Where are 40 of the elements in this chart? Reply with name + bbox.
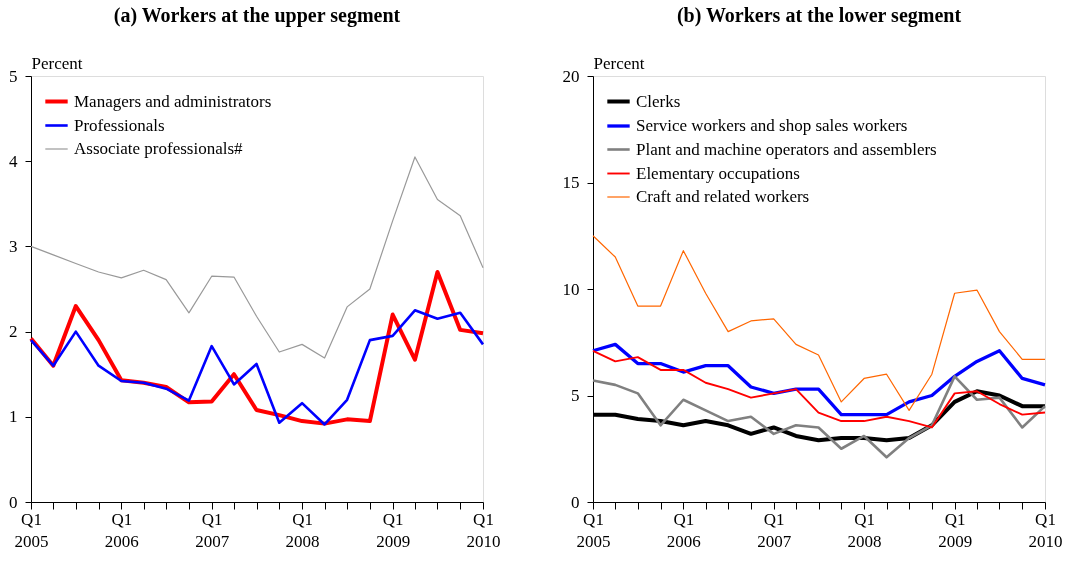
x-tick-label: Q1 2008	[285, 509, 320, 551]
y-tick-label: 20	[562, 66, 580, 86]
y-tick-label: 3	[9, 236, 18, 256]
chart-title: (b) Workers at the lower segment	[676, 4, 962, 27]
line-series	[592, 349, 1046, 429]
y-tick-label: 5	[9, 66, 18, 86]
x-tick-label: Q1 2010	[1028, 509, 1063, 551]
x-tick-label: Q1 2010	[466, 509, 501, 551]
legend-label: Professionals	[74, 115, 165, 135]
x-tick-label: Q1 2007	[757, 509, 792, 551]
legend-label: Associate professionals#	[74, 139, 244, 158]
x-tick-label: Q1 2009	[376, 509, 411, 551]
y-tick-label: 5	[571, 386, 580, 405]
y-tick-label: 15	[562, 173, 580, 192]
line-series	[30, 156, 484, 359]
legend-label: Craft and related workers	[636, 187, 810, 206]
y-tick-label: 0	[571, 492, 580, 512]
line-series	[591, 375, 1047, 459]
x-tick-label: Q1 2008	[847, 509, 882, 551]
legend-label: Clerks	[636, 91, 681, 111]
x-tick-label: Q1 2005	[14, 509, 49, 551]
y-axis-title: Percent	[31, 53, 83, 73]
y-axis-title: Percent	[593, 53, 645, 73]
legend-label: Elementary occupations	[636, 163, 800, 183]
legend-label: Plant and machine operators and assemblers	[636, 139, 937, 159]
x-tick-label: Q1 2006	[666, 509, 701, 551]
x-tick-label: Q1 2006	[104, 509, 139, 551]
line-series	[592, 235, 1046, 412]
legend-label: Service workers and shop sales workers	[636, 116, 908, 135]
y-tick-label: 1	[9, 407, 18, 427]
x-tick-label: Q1 2005	[576, 509, 611, 551]
legend-label: Managers and administrators	[74, 91, 272, 111]
y-tick-label: 10	[562, 279, 580, 299]
y-tick-label: 4	[9, 151, 18, 171]
line-series	[29, 309, 485, 426]
x-tick-label: Q1 2009	[938, 509, 973, 551]
chart-title: (a) Workers at the upper segment	[113, 4, 401, 27]
y-tick-label: 2	[9, 322, 18, 342]
x-tick-label: Q1 2007	[195, 509, 230, 551]
y-tick-label: 0	[9, 492, 18, 512]
